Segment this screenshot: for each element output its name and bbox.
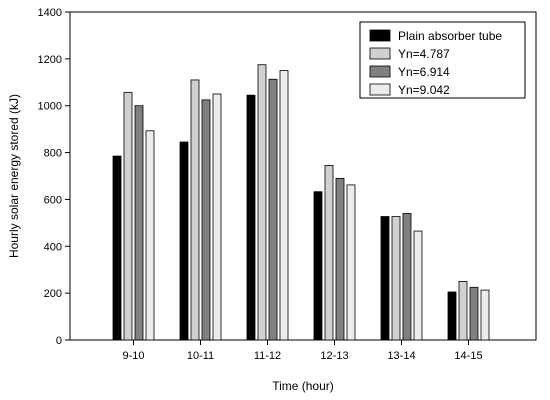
x-tick-label: 10-11: [187, 350, 214, 362]
y-tick-label: 1200: [38, 54, 62, 66]
legend-label: Yn=4.787: [398, 47, 450, 61]
legend-swatch: [369, 29, 391, 42]
x-tick-label: 13-14: [387, 350, 415, 362]
bar: [469, 286, 479, 341]
bar: [391, 216, 401, 341]
bar: [447, 291, 457, 341]
bar: [257, 64, 267, 341]
bar: [145, 130, 155, 341]
y-tick-label: 0: [56, 335, 62, 347]
y-axis: 0 200 400 600 800 1000 1200 1400: [38, 7, 70, 347]
bar: [346, 184, 356, 341]
x-tick-label: 11-12: [254, 350, 281, 362]
bar: [246, 94, 256, 341]
legend-swatch: [369, 83, 391, 96]
bar: [458, 281, 468, 341]
bars-group: [112, 64, 490, 341]
y-tick-label: 400: [44, 241, 62, 253]
y-tick-label: 1400: [38, 7, 62, 19]
x-tick-label: 14-15: [454, 350, 482, 362]
bar: [190, 79, 200, 341]
legend-label: Plain absorber tube: [398, 29, 502, 43]
bar: [480, 289, 490, 341]
x-axis-title: Time (hour): [272, 379, 334, 393]
legend-swatch: [369, 65, 391, 78]
y-tick-label: 600: [44, 194, 62, 206]
bar: [335, 177, 345, 341]
bar: [179, 141, 189, 341]
legend: Plain absorber tube Yn=4.787 Yn=6.914 Yn=9.…: [359, 21, 526, 99]
bar: [112, 155, 122, 341]
bar: [380, 216, 390, 341]
bar: [201, 99, 211, 341]
legend-label: Yn=6.914: [398, 65, 450, 79]
bar: [212, 93, 222, 341]
y-tick-label: 1000: [38, 101, 62, 113]
bar: [268, 78, 278, 341]
bar: [324, 165, 334, 341]
x-axis: 9-10 10-11 11-12 12-13 13-14 14-15: [122, 340, 483, 362]
legend-label: Yn=9.042: [398, 83, 450, 97]
bar: [279, 70, 289, 341]
bar: [313, 191, 323, 341]
x-tick-label: 12-13: [320, 350, 348, 362]
y-axis-title: Hourly solar energy stored (kJ): [7, 94, 21, 258]
y-tick-label: 800: [44, 148, 62, 160]
x-tick-label: 9-10: [122, 350, 144, 362]
bar: [134, 105, 144, 341]
legend-swatch: [369, 47, 391, 60]
y-tick-label: 200: [44, 288, 62, 300]
plot-area-frame: [69, 11, 537, 341]
bar: [123, 91, 133, 341]
bar: [402, 213, 412, 341]
bar: [413, 230, 423, 341]
